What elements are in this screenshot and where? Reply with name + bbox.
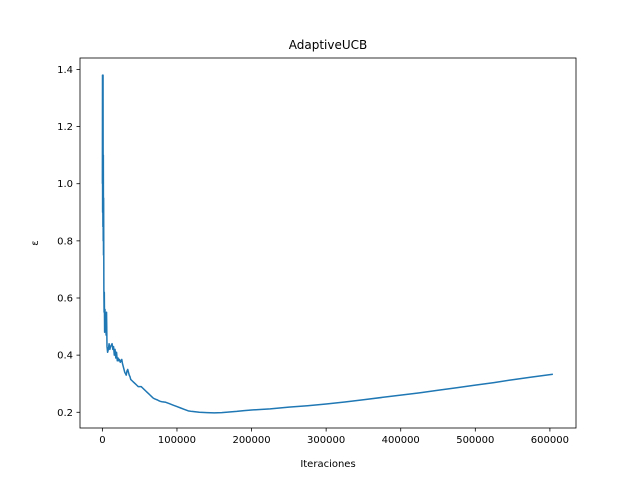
series-line [101, 74, 553, 414]
y-tick-label: 0.8 [57, 236, 73, 247]
x-tick-label: 600000 [531, 435, 569, 446]
x-axis: 0 100000 200000 300000 400000 500000 600000 [99, 428, 569, 446]
chart-title: AdaptiveUCB [289, 38, 368, 52]
x-tick-label: 0 [99, 435, 105, 446]
y-tick-label: 0.4 [57, 351, 73, 362]
x-axis-label: Iteraciones [300, 459, 355, 470]
y-tick-label: 1.0 [57, 179, 73, 190]
x-tick-label: 100000 [158, 435, 196, 446]
x-tick-label: 400000 [382, 435, 420, 446]
y-tick-label: 0.2 [57, 408, 73, 419]
y-tick-label: 0.6 [57, 294, 73, 305]
y-tick-label: 1.2 [57, 122, 73, 133]
y-axis: 0.2 0.4 0.6 0.8 1.0 1.2 1.4 [57, 65, 80, 419]
y-axis-label: ε [30, 240, 41, 245]
x-tick-label: 200000 [232, 435, 270, 446]
y-tick-label: 1.4 [57, 65, 73, 76]
x-tick-label: 300000 [307, 435, 345, 446]
plot-frame [79, 57, 577, 429]
plot-area [101, 74, 553, 414]
x-tick-label: 500000 [456, 435, 494, 446]
